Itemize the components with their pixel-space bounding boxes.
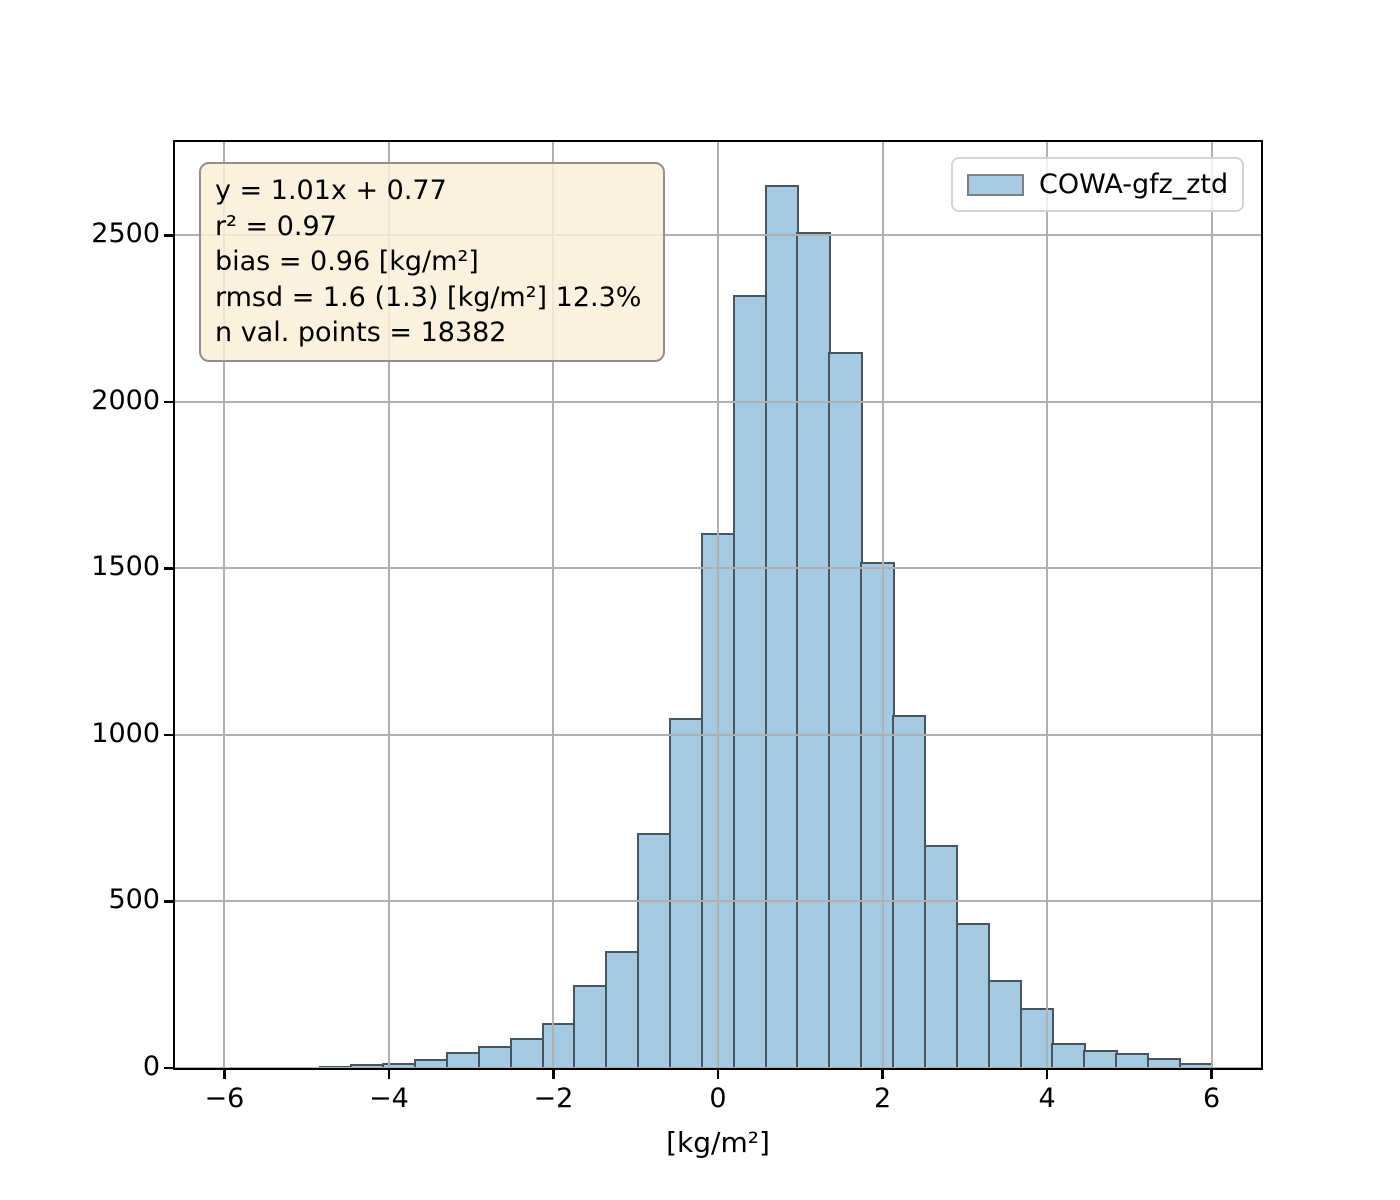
histogram-bar: [477, 1046, 513, 1068]
y-tick-label: 500: [108, 884, 160, 916]
gridline-horizontal: [175, 400, 1261, 403]
histogram-bar: [923, 844, 959, 1068]
histogram-bar: [573, 984, 608, 1068]
y-tick-mark: [164, 1066, 173, 1070]
gridline-horizontal: [175, 234, 1261, 237]
y-tick-label: 1500: [91, 551, 160, 583]
histogram-bar: [955, 923, 991, 1068]
histogram-bar: [860, 561, 895, 1068]
histogram-bar: [509, 1038, 545, 1068]
x-tick-mark: [716, 1070, 720, 1079]
stats-fit-equation: y = 1.01x + 0.77: [215, 175, 447, 206]
histogram-bar: [1147, 1058, 1182, 1068]
y-tick-mark: [164, 900, 173, 903]
x-tick-label: −4: [369, 1083, 409, 1114]
gridline-vertical: [223, 142, 226, 1068]
gridline-vertical: [1210, 142, 1213, 1068]
y-tick-label: 1000: [91, 717, 160, 749]
x-tick-label: 4: [1038, 1083, 1056, 1114]
x-tick-mark: [552, 1070, 555, 1079]
gridline-vertical: [881, 142, 884, 1068]
y-tick-mark: [164, 400, 173, 404]
gridline-horizontal: [175, 900, 1261, 903]
x-tick-label: 0: [709, 1083, 727, 1114]
histogram-bar: [796, 231, 831, 1068]
y-tick-label: 0: [142, 1051, 160, 1082]
gridline-vertical: [717, 142, 719, 1068]
x-tick-mark: [223, 1070, 226, 1079]
histogram-bar: [637, 833, 672, 1068]
stats-r-squared: r² = 0.97: [215, 210, 337, 242]
stats-n-val-points: n val. points = 18382: [215, 317, 507, 348]
legend: COWA-gfz_ztd: [951, 157, 1245, 212]
gridline-vertical: [387, 142, 390, 1068]
x-tick-mark: [387, 1070, 391, 1079]
histogram-bar: [1115, 1053, 1150, 1068]
stats-annotation-box: y = 1.01x + 0.77 r² = 0.97 bias = 0.96 […: [199, 162, 665, 362]
gridline-vertical: [552, 142, 555, 1068]
y-tick-mark: [164, 567, 173, 570]
x-tick-mark: [1210, 1070, 1213, 1079]
x-tick-label: 2: [873, 1083, 892, 1114]
histogram-bar: [987, 979, 1023, 1068]
y-tick-label: 2000: [91, 384, 160, 416]
histogram-bar: [1051, 1043, 1086, 1068]
gridline-vertical: [1046, 142, 1049, 1068]
x-tick-mark: [1045, 1070, 1049, 1079]
x-tick-mark: [881, 1070, 884, 1079]
x-axis-label: [kg/m²]: [666, 1126, 770, 1159]
x-tick-label: 6: [1203, 1083, 1221, 1114]
y-tick-mark: [164, 733, 173, 737]
stats-bias: bias = 0.96 [kg/m²]: [215, 246, 479, 277]
histogram-bar: [445, 1052, 481, 1068]
histogram-bar: [669, 718, 704, 1068]
histogram-bar: [764, 185, 799, 1068]
histogram-bar: [892, 714, 927, 1068]
legend-label: COWA-gfz_ztd: [1039, 169, 1229, 200]
gridline-horizontal: [175, 1067, 1261, 1069]
histogram-bar: [828, 351, 863, 1068]
gridline-horizontal: [175, 567, 1261, 570]
histogram-bar: [605, 951, 640, 1068]
legend-swatch-icon: [967, 173, 1024, 196]
y-tick-label: 2500: [91, 218, 160, 250]
x-tick-label: −2: [533, 1083, 574, 1114]
y-tick-mark: [164, 234, 173, 237]
stats-rmsd: rmsd = 1.6 (1.3) [kg/m²] 12.3%: [215, 281, 642, 313]
x-tick-label: −6: [204, 1083, 245, 1114]
histogram-bar: [732, 295, 768, 1068]
histogram-bar: [1019, 1008, 1054, 1068]
histogram-bar: [541, 1023, 576, 1068]
histogram-bar: [1083, 1049, 1118, 1068]
gridline-horizontal: [175, 733, 1261, 736]
